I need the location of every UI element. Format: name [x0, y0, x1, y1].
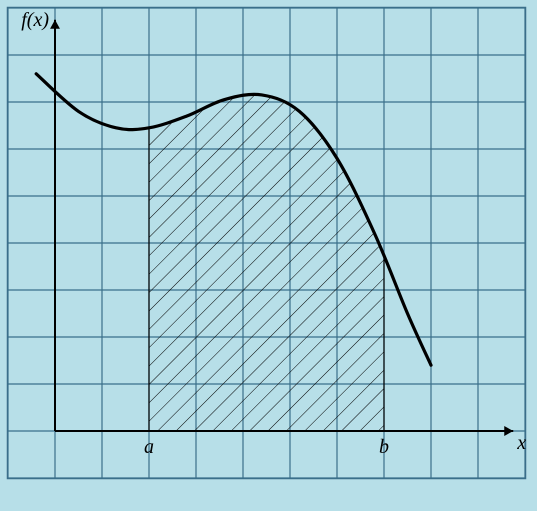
- a-label: a: [144, 436, 154, 458]
- chart-svg: f(x) x a b: [0, 0, 537, 511]
- integral-chart: f(x) x a b: [0, 0, 537, 511]
- x-axis-label: x: [516, 432, 526, 454]
- y-axis-label: f(x): [21, 9, 49, 31]
- b-label: b: [379, 436, 389, 458]
